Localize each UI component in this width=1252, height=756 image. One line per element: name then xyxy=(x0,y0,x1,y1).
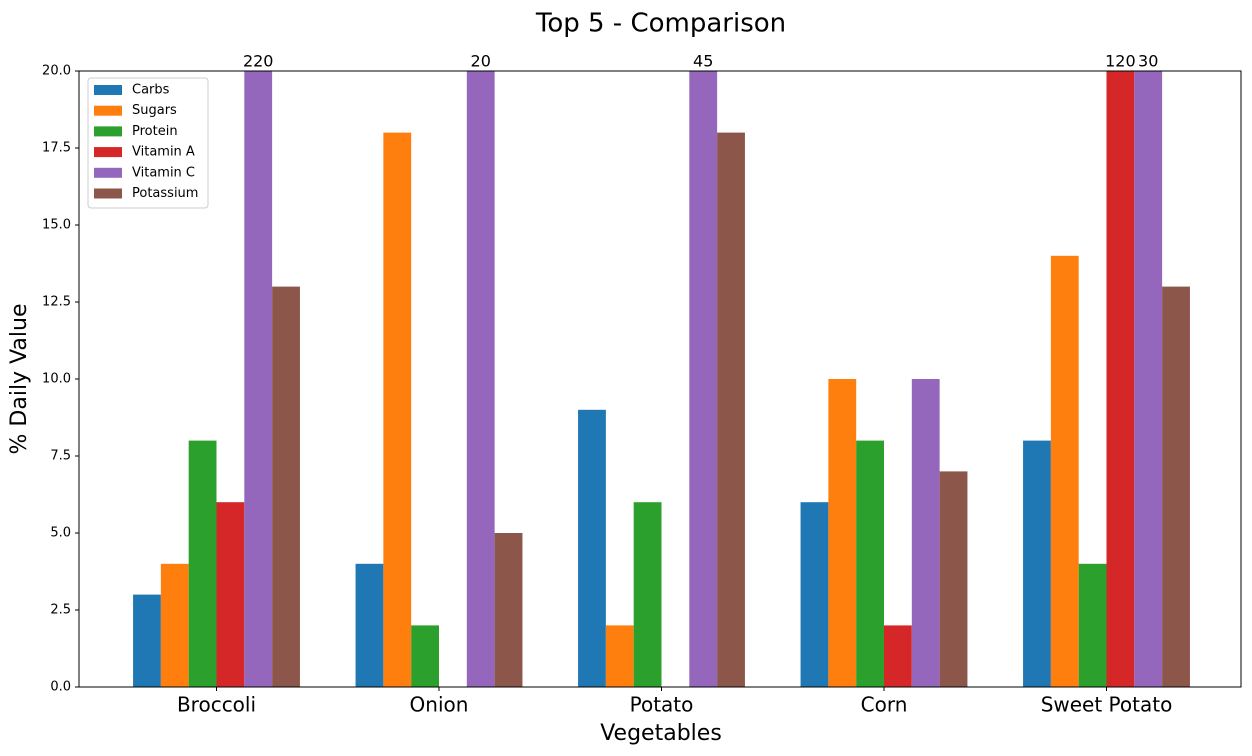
legend-swatch xyxy=(94,126,122,137)
y-tick-label: 10.0 xyxy=(42,372,71,387)
bar xyxy=(633,502,662,687)
value-label: 20 xyxy=(471,52,491,71)
bar xyxy=(605,625,634,687)
y-tick-label: 12.5 xyxy=(42,295,71,310)
y-tick-label: 7.5 xyxy=(50,449,71,464)
bar xyxy=(1050,255,1079,687)
y-tick-label: 5.0 xyxy=(50,526,71,541)
bar xyxy=(717,132,745,687)
x-tick-label: Broccoli xyxy=(177,693,256,717)
bar xyxy=(216,502,245,687)
bar xyxy=(939,471,968,687)
bar xyxy=(911,379,940,687)
legend-swatch xyxy=(94,105,122,116)
y-tick-label: 0.0 xyxy=(50,680,71,695)
value-label: 220 xyxy=(243,52,274,71)
y-tick-label: 15.0 xyxy=(42,218,71,233)
plot-frame xyxy=(78,70,1242,688)
y-tick-label: 17.5 xyxy=(42,141,71,156)
bar xyxy=(188,440,217,687)
legend-swatch xyxy=(94,167,122,178)
legend-swatch xyxy=(94,188,122,199)
bar xyxy=(1023,440,1051,687)
bar xyxy=(160,563,189,687)
value-label: 45 xyxy=(693,52,713,71)
bar xyxy=(856,440,884,687)
bar xyxy=(828,379,857,687)
bar xyxy=(1078,563,1107,687)
x-tick-label: Potato xyxy=(630,693,694,717)
y-axis-label: % Daily Value xyxy=(7,304,32,455)
x-tick-label: Corn xyxy=(861,693,908,717)
y-tick-label: 2.5 xyxy=(50,603,71,618)
bar xyxy=(466,71,495,687)
bar xyxy=(383,132,412,687)
bar xyxy=(1134,71,1163,687)
bar xyxy=(1106,71,1135,687)
legend-label: Protein xyxy=(132,124,178,139)
bar xyxy=(494,533,523,687)
legend-swatch xyxy=(94,147,122,158)
bars xyxy=(133,71,1190,687)
legend-label: Carbs xyxy=(132,83,170,98)
bar xyxy=(272,286,300,687)
bar xyxy=(244,71,273,687)
legend-label: Sugars xyxy=(132,103,177,118)
bar xyxy=(689,71,718,687)
bar xyxy=(355,563,384,687)
value-label: 30 xyxy=(1138,52,1158,71)
bar xyxy=(411,625,439,687)
legend-label: Vitamin C xyxy=(132,165,195,180)
legend-swatch xyxy=(94,85,122,95)
bar xyxy=(1162,286,1190,687)
y-tick-label: 20.0 xyxy=(42,64,71,79)
x-axis-label: Vegetables xyxy=(600,721,722,746)
bar xyxy=(133,594,161,687)
bar xyxy=(578,409,606,687)
x-tick-label: Sweet Potato xyxy=(1041,693,1173,717)
value-label: 120 xyxy=(1105,52,1136,71)
bar xyxy=(884,625,912,687)
legend-label: Potassium xyxy=(132,186,198,201)
bar xyxy=(800,502,829,687)
x-tick-label: Onion xyxy=(410,693,469,717)
legend-label: Vitamin A xyxy=(132,145,195,160)
chart-title: Top 5 - Comparison xyxy=(535,9,786,39)
